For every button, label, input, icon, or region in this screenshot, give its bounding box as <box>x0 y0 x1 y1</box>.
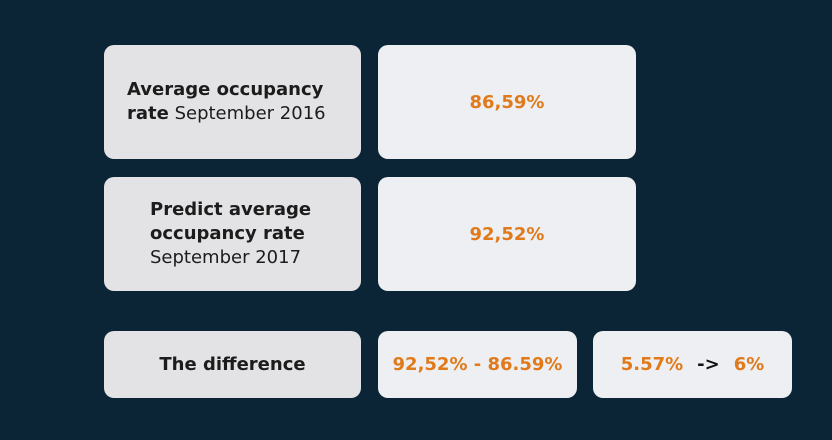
difference-formula: 92,52% - 86.59% <box>392 354 563 375</box>
difference-result: 5.57% <box>620 354 684 375</box>
occupancy-2017-value-card: 92,52% <box>378 177 636 291</box>
difference-label: The difference <box>159 353 306 375</box>
occupancy-2017-label-date: September 2017 <box>150 247 302 268</box>
difference-formula-card: 92,52% - 86.59% <box>378 331 577 398</box>
occupancy-2017-label: Predict average occupancy rate September… <box>150 198 311 270</box>
difference-rounded: 6% <box>733 354 765 375</box>
occupancy-2016-label: Average occupancy rate September 2016 <box>127 78 326 126</box>
occupancy-2016-value: 86,59% <box>469 91 545 113</box>
occupancy-2016-label-card: Average occupancy rate September 2016 <box>104 45 361 159</box>
occupancy-2016-label-bold: Average occupancy <box>127 79 324 100</box>
occupancy-2016-value-card: 86,59% <box>378 45 636 159</box>
occupancy-2017-label-bold: Predict average <box>150 199 312 220</box>
difference-result-card: 5.57% -> 6% <box>593 331 792 398</box>
occupancy-2017-label-bold-2: occupancy rate <box>150 223 305 244</box>
occupancy-2016-label-date: September 2016 <box>174 103 326 124</box>
difference-label-card: The difference <box>104 331 361 398</box>
occupancy-2016-label-bold-2: rate <box>127 103 169 124</box>
occupancy-2017-value: 92,52% <box>469 223 545 245</box>
occupancy-2017-label-card: Predict average occupancy rate September… <box>104 177 361 291</box>
arrow-icon: -> <box>697 354 720 375</box>
